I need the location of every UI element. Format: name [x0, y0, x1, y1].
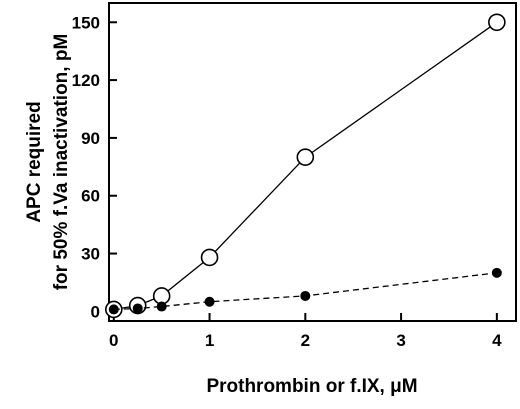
x-tick-label: 3: [396, 331, 405, 350]
x-tick-label: 2: [301, 331, 310, 350]
y-tick-label: 120: [72, 71, 100, 90]
x-axis-ticks: 0 1 2 3 4: [109, 313, 502, 350]
y-tick-label: 60: [81, 187, 100, 206]
plot-frame: [108, 2, 517, 322]
y-tick-label: 0: [91, 302, 100, 321]
series-1: [104, 13, 506, 319]
data-point-filled: [491, 267, 502, 278]
x-tick-label: 4: [492, 331, 502, 350]
y-axis-title-line-1: APC required: [24, 101, 45, 222]
series-layer: [104, 13, 506, 319]
data-point-open: [488, 13, 506, 32]
data-point-filled: [108, 304, 119, 315]
data-point-open: [296, 148, 315, 166]
series-2: [108, 267, 502, 315]
y-axis-ticks: 0 30 60 90 120 150: [72, 13, 117, 321]
series-line: [113, 272, 497, 311]
data-point-open: [200, 248, 219, 267]
data-point-filled: [204, 296, 215, 307]
data-point-filled: [300, 290, 311, 301]
y-tick-label: 90: [81, 129, 100, 148]
data-point-filled: [132, 303, 143, 314]
y-axis-title-line-2: for 50% f.Va inactivation, pM: [51, 34, 72, 291]
x-axis-title: Prothrombin or f.IX, μM: [206, 376, 417, 397]
x-tick-label: 0: [109, 331, 118, 350]
data-point-filled: [156, 301, 167, 312]
x-tick-label: 1: [205, 331, 214, 350]
y-tick-label: 150: [72, 13, 100, 32]
y-tick-label: 30: [81, 245, 100, 264]
